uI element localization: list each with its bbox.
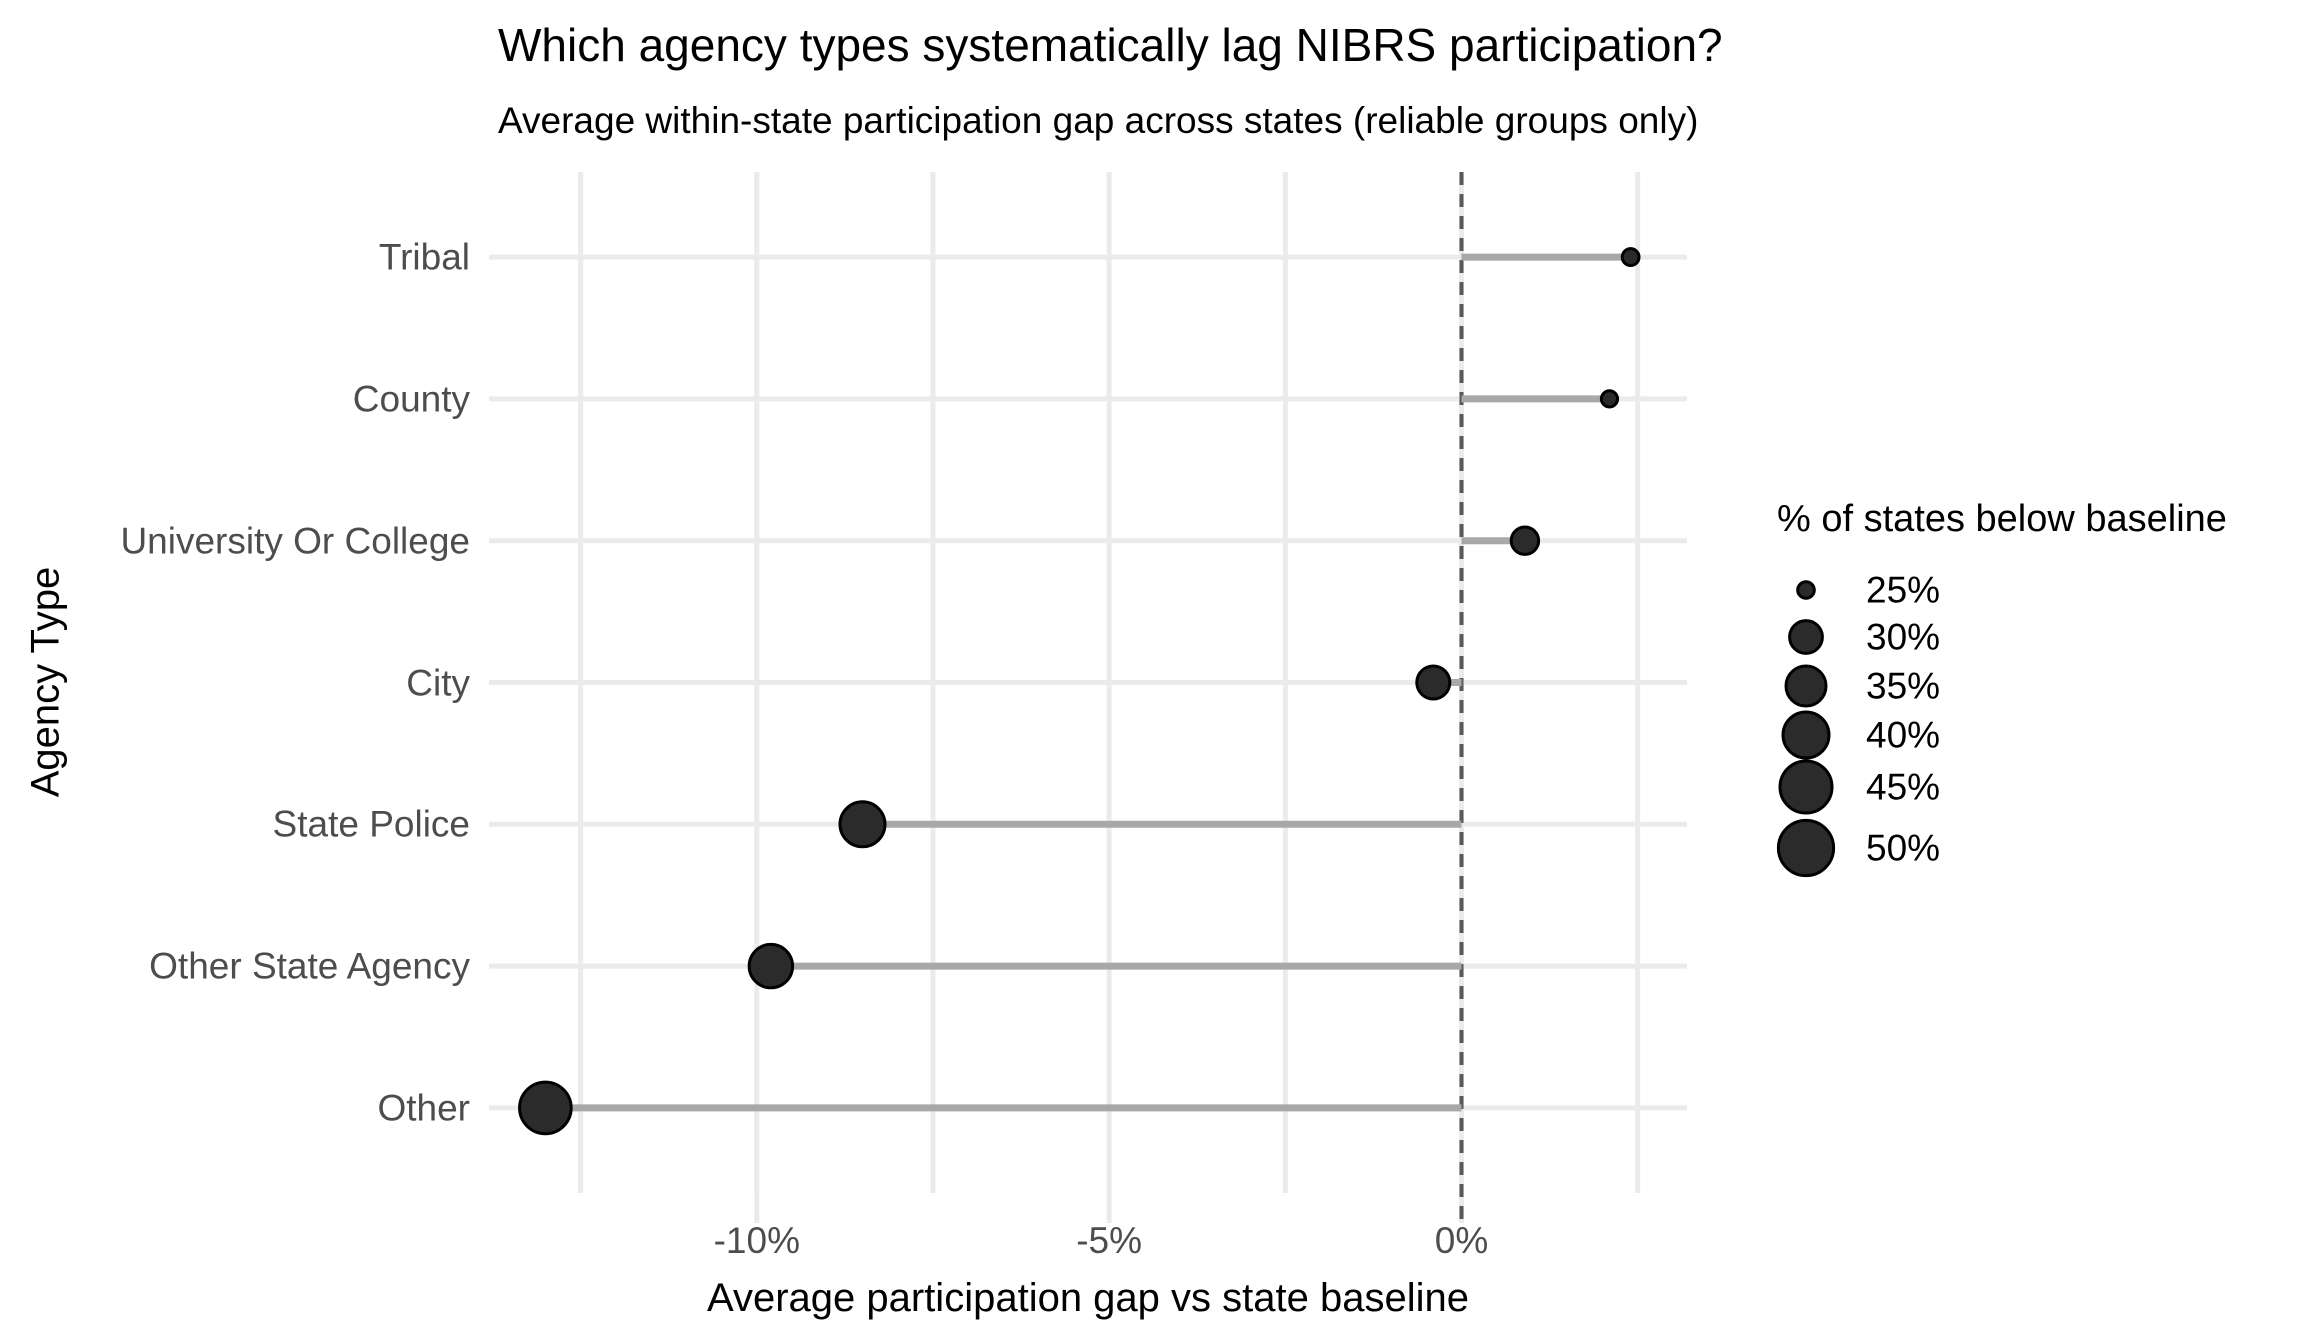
- legend-key-circle: [1778, 759, 1834, 815]
- data-points-group: [518, 247, 1641, 1136]
- y-tick-label: University Or College: [120, 520, 470, 562]
- data-point: [1415, 664, 1452, 701]
- y-axis-title: Agency Type: [23, 566, 68, 798]
- legend-key-circle: [1788, 619, 1824, 655]
- data-point: [1620, 247, 1641, 267]
- chart-subtitle: Average within-state participation gap a…: [498, 100, 1699, 141]
- legend-key-circle: [1781, 710, 1831, 760]
- lollipop-stems-group: [545, 253, 1631, 1112]
- chart-title: Which agency types systematically lag NI…: [498, 19, 1723, 71]
- data-point: [1599, 389, 1620, 409]
- column-gridlines-group: [578, 172, 1641, 1223]
- y-tick-label: Other State Agency: [149, 945, 470, 987]
- data-point: [518, 1080, 573, 1136]
- data-point: [747, 942, 795, 990]
- x-tick-label: -5%: [1076, 1220, 1143, 1261]
- legend-item-label: 40%: [1866, 714, 1941, 756]
- row-gridlines-group: [489, 254, 1687, 1111]
- legend-key-circle: [1776, 818, 1836, 878]
- legend-keys-group: [1776, 580, 1836, 878]
- y-tick-label: State Police: [272, 803, 470, 845]
- x-tick-label: -10%: [713, 1220, 800, 1261]
- legend-item-label: 45%: [1866, 766, 1941, 808]
- legend-item-label: 35%: [1866, 665, 1941, 707]
- data-point: [838, 800, 887, 849]
- y-tick-label: City: [406, 662, 470, 703]
- legend-item-label: 30%: [1866, 616, 1941, 658]
- legend-item-label: 50%: [1866, 827, 1941, 869]
- legend-key-circle: [1796, 580, 1816, 600]
- x-tick-label: 0%: [1434, 1220, 1489, 1261]
- legend-key-circle: [1784, 664, 1828, 708]
- y-tick-label: County: [352, 378, 470, 420]
- y-tick-label: Tribal: [378, 236, 470, 278]
- legend-item-label: 25%: [1866, 569, 1941, 611]
- data-point: [1509, 525, 1541, 556]
- y-tick-label: Other: [377, 1087, 470, 1129]
- x-axis-title: Average participation gap vs state basel…: [707, 1276, 1469, 1320]
- legend-title: % of states below baseline: [1777, 498, 2227, 540]
